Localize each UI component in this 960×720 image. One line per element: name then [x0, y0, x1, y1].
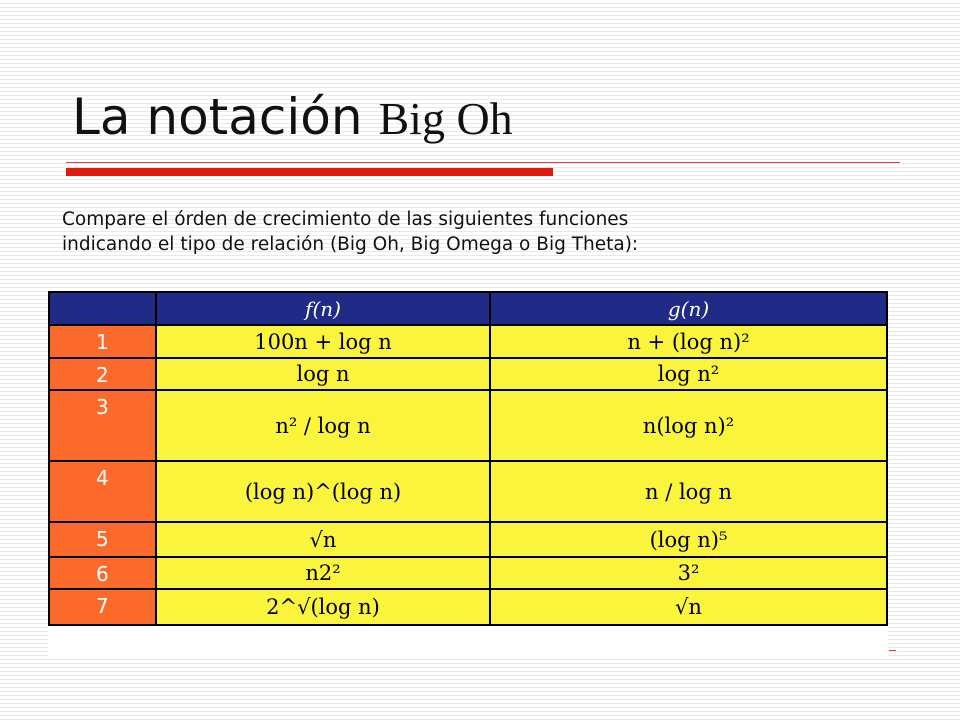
cell-g: n(log n)² — [489, 389, 888, 462]
cell-f: 2^√(log n) — [155, 588, 491, 626]
cell-f: √n — [155, 521, 491, 558]
row-number: 4 — [48, 460, 157, 523]
header-g: g(n) — [489, 291, 888, 326]
row-number: 6 — [48, 556, 157, 590]
instructions: Compare el órden de crecimiento de las s… — [62, 207, 922, 257]
table-header-row: f(n) g(n) — [48, 291, 888, 326]
title-rule-thin — [66, 162, 900, 163]
table-panel: f(n) g(n) 1 100n + log n n + (log n)² 2 … — [48, 291, 888, 656]
cell-g: (log n)⁵ — [489, 521, 888, 558]
title-prefix: La notación — [72, 88, 379, 146]
cell-g: n / log n — [489, 460, 888, 523]
header-index — [48, 291, 157, 326]
instruction-line-2: indicando el tipo de relación (Big Oh, B… — [62, 234, 639, 255]
functions-table: f(n) g(n) 1 100n + log n n + (log n)² 2 … — [48, 291, 888, 626]
cell-f: n2² — [155, 556, 491, 590]
table-row: 2 log n log n² — [48, 357, 888, 391]
cell-f: n² / log n — [155, 389, 491, 462]
table-row: 4 (log n)^(log n) n / log n — [48, 460, 888, 523]
cell-f: log n — [155, 357, 491, 391]
table-row: 6 n2² 3² — [48, 556, 888, 590]
corner-mark — [889, 650, 896, 651]
row-number: 1 — [48, 324, 157, 359]
cell-g: 3² — [489, 556, 888, 590]
row-number: 3 — [48, 389, 157, 462]
title-suffix: Big Oh — [378, 93, 513, 144]
table-row: 1 100n + log n n + (log n)² — [48, 324, 888, 359]
row-number: 5 — [48, 521, 157, 558]
title-rule-thick — [66, 168, 553, 176]
cell-g: n + (log n)² — [489, 324, 888, 359]
header-f: f(n) — [155, 291, 491, 326]
cell-g: √n — [489, 588, 888, 626]
table-row: 3 n² / log n n(log n)² — [48, 389, 888, 462]
table-row: 5 √n (log n)⁵ — [48, 521, 888, 558]
cell-f: (log n)^(log n) — [155, 460, 491, 523]
slide-title: La notación Big Oh — [72, 92, 513, 142]
row-number: 2 — [48, 357, 157, 391]
row-number: 7 — [48, 588, 157, 626]
cell-f: 100n + log n — [155, 324, 491, 359]
cell-g: log n² — [489, 357, 888, 391]
table-row: 7 2^√(log n) √n — [48, 588, 888, 626]
instruction-line-1: Compare el órden de crecimiento de las s… — [62, 209, 629, 230]
